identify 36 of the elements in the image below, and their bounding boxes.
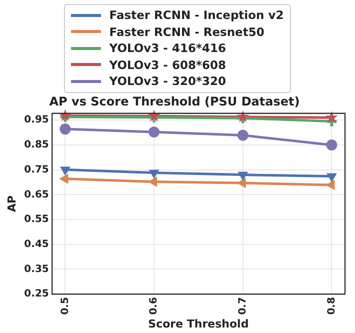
x-tick-label: 0.7 xyxy=(237,296,248,314)
point xyxy=(148,176,158,186)
x-tick-label: 0.5 xyxy=(60,296,71,314)
legend-label: Faster RCNN - Resnet50 xyxy=(109,24,264,39)
y-axis-title: AP xyxy=(5,194,18,212)
y-tick-label: 0.35 xyxy=(24,263,49,274)
y-tick-label: 0.45 xyxy=(24,238,49,250)
legend-label: Faster RCNN - Inception v2 xyxy=(109,8,284,22)
point xyxy=(326,138,338,150)
x-tick-label: 0.8 xyxy=(326,296,338,314)
point xyxy=(325,110,338,122)
point xyxy=(149,169,159,178)
legend-label: YOLOv3 - 320*320 xyxy=(109,74,226,88)
x-tick-label: 0.6 xyxy=(148,296,160,314)
point xyxy=(326,180,335,190)
y-tick-label: 0.25 xyxy=(24,288,49,300)
legend-label: YOLOv3 - 416*416 xyxy=(109,41,226,56)
point xyxy=(148,126,160,138)
y-tick-label: 0.85 xyxy=(24,139,49,150)
y-tick-label: 0.75 xyxy=(24,164,49,175)
point xyxy=(60,173,68,184)
point xyxy=(238,171,248,180)
point xyxy=(326,172,337,182)
point xyxy=(60,123,71,134)
legend-label: YOLOv3 - 608*608 xyxy=(109,58,226,72)
point xyxy=(237,178,246,188)
y-tick-label: 0.95 xyxy=(24,114,49,126)
point xyxy=(148,109,160,121)
point xyxy=(237,129,248,140)
x-axis-title: Score Threshold xyxy=(148,316,249,330)
y-tick-label: 0.65 xyxy=(24,188,49,200)
chart-title: AP vs Score Threshold (PSU Dataset) xyxy=(49,94,300,108)
point xyxy=(60,166,70,175)
point xyxy=(236,112,250,124)
point xyxy=(236,110,250,122)
y-tick-label: 0.55 xyxy=(24,214,49,225)
